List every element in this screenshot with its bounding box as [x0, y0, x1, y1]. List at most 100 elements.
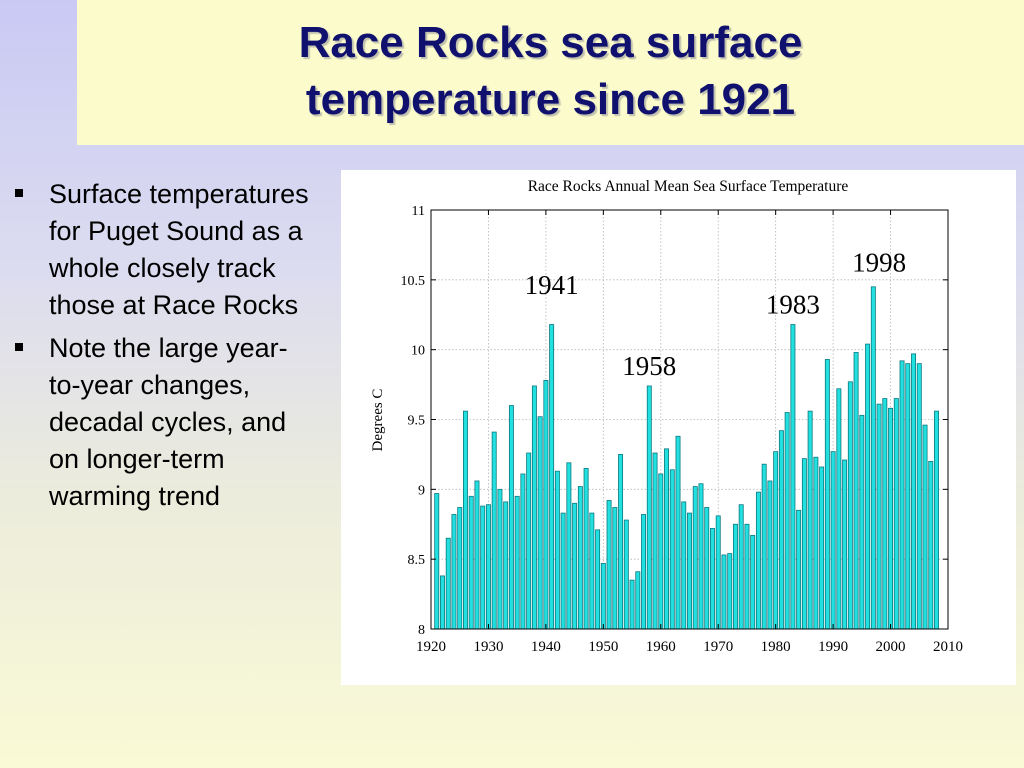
annotation-label: 1941 [525, 270, 579, 300]
bar [577, 486, 583, 630]
bar [704, 507, 710, 630]
bar [491, 431, 497, 630]
bar [899, 360, 905, 630]
x-tick-label: 1920 [416, 639, 446, 655]
bar [727, 553, 733, 630]
bar [549, 324, 555, 630]
bar [600, 562, 606, 630]
bar [761, 463, 767, 630]
y-tick-label: 9.5 [408, 414, 426, 429]
bar [664, 448, 669, 630]
bar [457, 507, 463, 630]
bar [612, 507, 618, 630]
bar [480, 505, 486, 630]
bar [572, 502, 578, 630]
bar [618, 454, 624, 630]
annotation-label: 1983 [766, 289, 820, 319]
bar [566, 462, 572, 630]
bar [853, 352, 859, 630]
bar [692, 486, 698, 630]
bar [629, 579, 635, 630]
bar [865, 343, 871, 630]
x-tick-label: 1980 [761, 639, 791, 655]
bar [583, 467, 589, 630]
bar [445, 537, 451, 630]
bar [738, 504, 744, 630]
bar [698, 483, 704, 630]
chart-title: Race Rocks Annual Mean Sea Surface Tempe… [528, 178, 849, 195]
bullet-text: Note the large year-to-year changes, dec… [49, 333, 288, 511]
bar [813, 456, 819, 630]
bar [451, 514, 457, 630]
bar [859, 414, 865, 630]
bar [531, 385, 537, 630]
bar [842, 459, 848, 630]
x-tick-label: 1950 [588, 639, 618, 655]
x-tick-label: 2010 [933, 639, 963, 655]
y-tick-label: 9 [418, 483, 425, 498]
bar [888, 407, 894, 630]
bar [819, 466, 825, 630]
title-box [77, 0, 1024, 145]
bar [503, 501, 509, 630]
bar [732, 523, 738, 630]
bar [796, 509, 802, 630]
bar [807, 410, 813, 630]
x-tick-label: 1960 [646, 639, 676, 655]
bar [658, 473, 664, 630]
bar [681, 501, 687, 630]
bar [790, 324, 796, 630]
bar [641, 514, 647, 630]
sst-bar-chart: Race Rocks Annual Mean Sea Surface Tempe… [370, 178, 964, 655]
bar [514, 495, 520, 630]
bar [687, 512, 692, 630]
bar [675, 435, 681, 630]
bar [928, 460, 934, 630]
bar-series [434, 286, 939, 630]
bar [526, 452, 532, 630]
y-tick-label: 10 [411, 344, 425, 359]
bar [652, 452, 658, 630]
bar [646, 385, 652, 630]
bar [606, 500, 612, 630]
square-bullet-icon [15, 189, 23, 197]
bar [468, 495, 474, 630]
bar [462, 410, 468, 630]
bar [508, 405, 514, 630]
bar [847, 381, 853, 630]
bar [434, 493, 440, 630]
bar [801, 458, 807, 630]
bar [916, 363, 922, 630]
bar [882, 398, 888, 630]
axis-ticks: 1920 1930 1940 1950 1960 1970 1980 1990 2000 2010… [401, 204, 964, 655]
chart-panel: Race Rocks Annual Mean Sea Surface Tempe… [341, 170, 1016, 685]
bar [520, 473, 526, 630]
bar [934, 410, 939, 630]
bar [623, 519, 629, 630]
bullet-item: Note the large year-to-year changes, dec… [12, 330, 312, 515]
bar [589, 512, 595, 630]
bar [721, 554, 727, 630]
bar [669, 469, 675, 630]
x-tick-label: 1970 [703, 639, 733, 655]
bar [824, 359, 830, 630]
bar [595, 529, 601, 630]
slide-title-line-2: temperature since 1921 [305, 75, 796, 124]
bar [773, 451, 779, 630]
y-axis-label: Degrees C [370, 389, 386, 452]
x-tick-label: 1940 [531, 639, 561, 655]
y-tick-label: 8 [418, 623, 425, 638]
bar [911, 353, 917, 630]
bar [767, 480, 773, 630]
bar [635, 571, 641, 630]
bar [710, 528, 715, 630]
bar [750, 535, 756, 630]
bar [905, 363, 911, 630]
bar [440, 575, 445, 630]
bullet-list: Surface temperatures for Puget Sound as … [12, 176, 312, 521]
y-tick-label: 10.5 [401, 274, 426, 289]
bar [497, 488, 503, 630]
annotation-label: 1958 [622, 351, 676, 381]
bar [870, 286, 876, 630]
bar [922, 424, 928, 630]
